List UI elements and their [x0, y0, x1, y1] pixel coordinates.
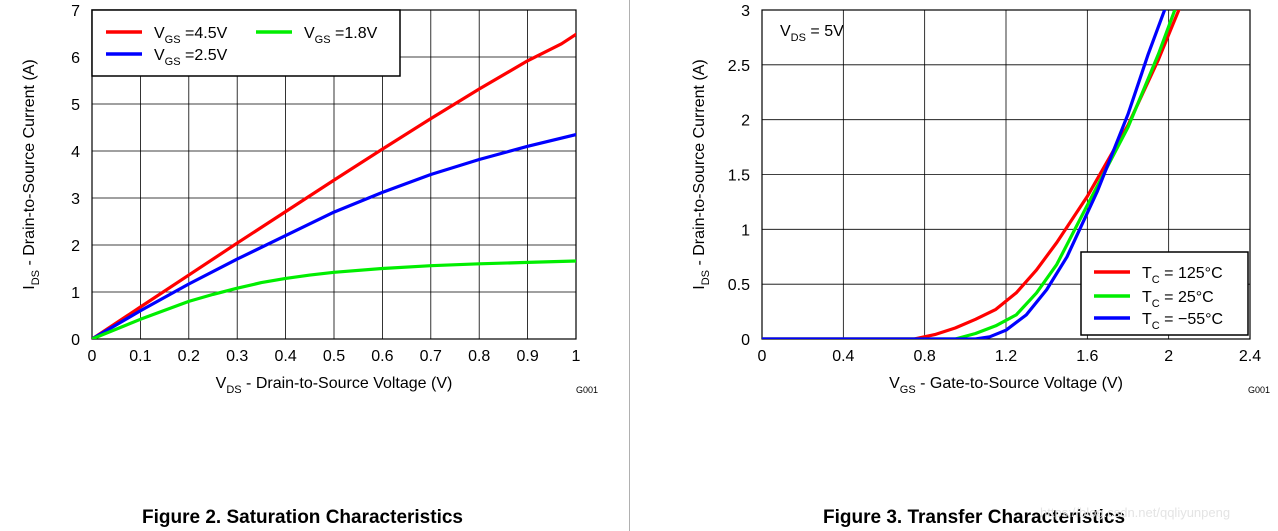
y-axis-label-group: IDS - Drain-to-Source Current (A) [21, 59, 42, 289]
figure-code: G001 [576, 385, 598, 395]
vds-annotation-main: V [780, 23, 791, 40]
y-axis-label-suffix: - Drain-to-Source Current (A) [21, 59, 38, 270]
figure3-caption: Figure 3. Transfer Characteristics [823, 507, 1126, 528]
x-axis-label-main: V [889, 375, 900, 392]
y-tick-label: 2.5 [728, 58, 750, 75]
series-line [762, 10, 1167, 339]
y-axis-label-main: I [21, 285, 38, 289]
y-tick-label: 1 [741, 222, 750, 239]
x-tick-label: 0.8 [468, 348, 490, 365]
x-tick-label: 0.4 [274, 348, 296, 365]
y-axis-label-group: IDS - Drain-to-Source Current (A) [691, 59, 712, 289]
legend-label-main: V [154, 25, 165, 42]
legend-label-main: T [1142, 265, 1152, 282]
x-tick-label: 0.1 [129, 348, 151, 365]
saturation-chart: 0 0.1 0.2 0.3 0.4 0.5 0.6 0.7 0.8 0.9 101234567VGS… [21, 3, 598, 396]
y-axis-label-sub: DS [700, 270, 712, 285]
legend-label-sub: GS [315, 34, 331, 46]
series-line [92, 32, 576, 339]
legend-label-suffix: = 25°C [1160, 289, 1214, 306]
legend-label: TC = 25°C [1142, 289, 1214, 310]
x-tick-label: 1.2 [995, 348, 1017, 365]
x-tick-label: 1 [572, 348, 581, 365]
legend-label-main: T [1142, 289, 1152, 306]
x-tick-label: 0 [758, 348, 767, 365]
y-tick-label: 1 [71, 285, 80, 302]
legend-label-main: V [304, 25, 315, 42]
x-axis-label-sub: GS [900, 384, 916, 396]
y-axis-label-sub: DS [30, 270, 42, 285]
y-axis-label-main: I [691, 285, 708, 289]
series-group [92, 32, 576, 339]
y-tick-label: 2 [71, 238, 80, 255]
y-axis-label: IDS - Drain-to-Source Current (A) [21, 59, 42, 289]
x-tick-label: 0.7 [420, 348, 442, 365]
legend-label: TC = 125°C [1142, 265, 1223, 286]
legend-label-sub: GS [165, 34, 181, 46]
legend-label-sub: C [1152, 274, 1160, 286]
legend-label-suffix: = −55°C [1160, 311, 1223, 328]
series-group [762, 10, 1181, 339]
legend-label-suffix: =2.5V [181, 47, 228, 64]
legend-label: VGS =2.5V [154, 47, 228, 68]
x-tick-label: 0 [88, 348, 97, 365]
y-axis-label: IDS - Drain-to-Source Current (A) [691, 59, 712, 289]
x-axis-label-main: V [216, 375, 227, 392]
x-axis-label-suffix: - Drain-to-Source Voltage (V) [242, 375, 453, 392]
legend-box [1080, 251, 1249, 336]
legend-label-main: V [154, 47, 165, 64]
y-tick-label: 3 [741, 3, 750, 20]
x-tick-label: 0.5 [323, 348, 345, 365]
y-tick-label: 3 [71, 191, 80, 208]
x-axis-label: VGS - Gate-to-Source Voltage (V) [889, 375, 1123, 396]
figure2-caption: Figure 2. Saturation Characteristics [142, 507, 463, 528]
legend-label: VGS =1.8V [304, 25, 378, 46]
x-tick-label: 0.9 [516, 348, 538, 365]
legend-label-sub: C [1152, 320, 1160, 332]
legend-label-suffix: = 125°C [1160, 265, 1223, 282]
vds-annotation-suffix: = 5V [806, 23, 844, 40]
y-tick-label: 1.5 [728, 168, 750, 185]
legend-label-suffix: =1.8V [331, 25, 378, 42]
x-tick-label: 0.2 [178, 348, 200, 365]
x-axis-label: VDS - Drain-to-Source Voltage (V) [216, 375, 453, 396]
x-tick-label: 0.3 [226, 348, 248, 365]
x-tick-label: 0.4 [832, 348, 854, 365]
figure-code: G001 [1248, 385, 1270, 395]
vds-annotation-sub: DS [791, 32, 806, 44]
x-tick-label: 2.4 [1239, 348, 1261, 365]
legend-box [91, 9, 401, 77]
legend-label: TC = −55°C [1142, 311, 1223, 332]
y-tick-label: 4 [71, 144, 80, 161]
watermark: https://blog.csdn.net/qqliyunpeng [1040, 505, 1231, 520]
y-axis-label-suffix: - Drain-to-Source Current (A) [691, 59, 708, 270]
x-axis-label-sub: DS [226, 384, 241, 396]
y-tick-label: 2 [741, 113, 750, 130]
x-tick-label: 2 [1164, 348, 1173, 365]
y-tick-label: 5 [71, 97, 80, 114]
series-line [762, 10, 1177, 339]
y-tick-label: 0.5 [728, 277, 750, 294]
legend-label-suffix: =4.5V [181, 25, 228, 42]
x-tick-label: 0.8 [914, 348, 936, 365]
y-tick-label: 6 [71, 50, 80, 67]
y-tick-label: 0 [741, 332, 750, 349]
series-line [92, 259, 576, 339]
legend-label-sub: GS [165, 56, 181, 68]
series-line [92, 133, 576, 339]
plot-frame [761, 9, 1251, 340]
x-axis-label-suffix: - Gate-to-Source Voltage (V) [916, 375, 1123, 392]
legend-label: VGS =4.5V [154, 25, 228, 46]
y-tick-label: 0 [71, 332, 80, 349]
figure-divider [629, 0, 630, 531]
vds-annotation: VDS = 5V [780, 23, 844, 44]
y-tick-label: 7 [71, 3, 80, 20]
legend-label-main: T [1142, 311, 1152, 328]
legend-label-sub: C [1152, 298, 1160, 310]
x-tick-label: 0.6 [371, 348, 393, 365]
x-tick-label: 1.6 [1076, 348, 1098, 365]
